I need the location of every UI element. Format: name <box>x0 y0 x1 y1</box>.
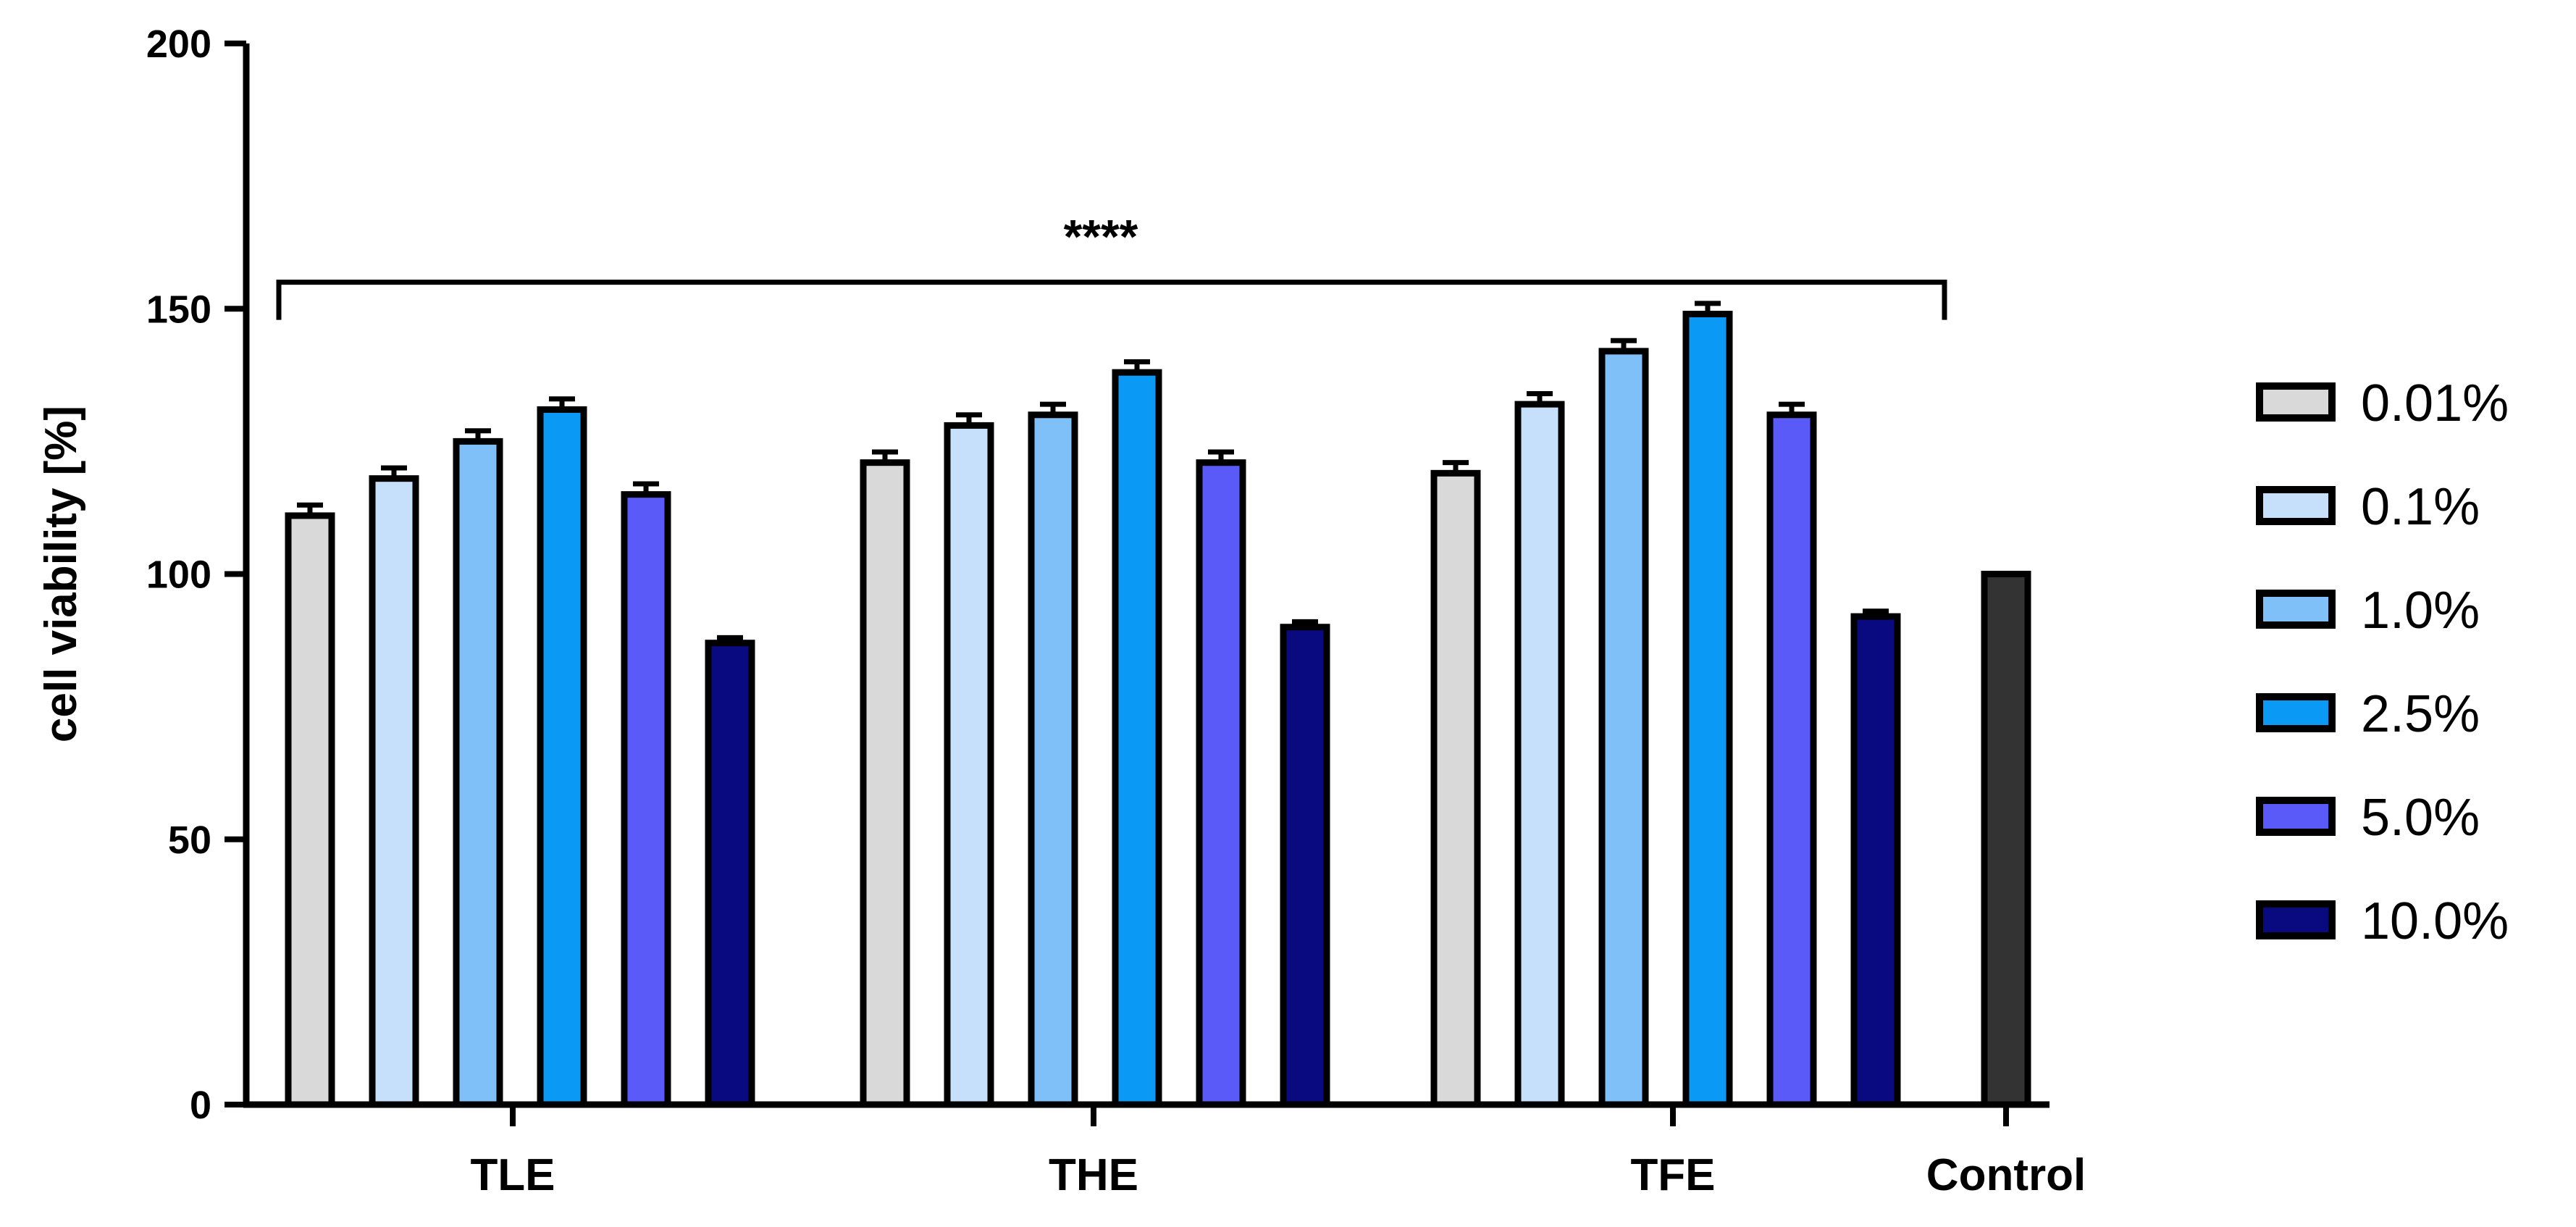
bar <box>1430 469 1481 1108</box>
legend-label: 2.5% <box>2361 685 2480 743</box>
x-category-label: THE <box>1049 1150 1138 1200</box>
bar <box>1196 459 1246 1108</box>
legend-swatch <box>2256 900 2336 939</box>
bar <box>621 491 671 1108</box>
bars <box>285 301 2031 1108</box>
bar <box>1514 401 1565 1108</box>
bar <box>944 422 994 1108</box>
bar <box>1028 411 1078 1108</box>
legend-label: 10.0% <box>2361 892 2509 950</box>
bar <box>1766 411 1817 1108</box>
bar <box>705 640 755 1108</box>
y-axis-title: cell viability [%] <box>36 406 86 742</box>
legend-swatch <box>2256 590 2336 629</box>
bar <box>285 512 335 1108</box>
bar <box>537 406 587 1108</box>
significance-bracket: **** <box>276 210 1947 320</box>
legend-label: 5.0% <box>2361 789 2480 847</box>
legend-label: 0.01% <box>2361 374 2509 432</box>
significance-label: **** <box>1064 210 1138 264</box>
y-tick-label: 50 <box>168 818 211 862</box>
bar <box>860 459 910 1108</box>
legend-label: 1.0% <box>2361 582 2480 640</box>
legend-swatch <box>2256 797 2336 836</box>
y-tick-label: 100 <box>146 553 211 597</box>
legend-swatch <box>2256 486 2336 525</box>
bar <box>1280 624 1330 1108</box>
legend-swatch <box>2256 693 2336 732</box>
legend: 0.01% 0.1% 1.0% 2.5% 5.0% 10.0% <box>2256 374 2509 950</box>
x-category-label: TFE <box>1630 1150 1715 1200</box>
x-category-label: TLE <box>470 1150 555 1200</box>
bar <box>1598 348 1649 1108</box>
bar <box>369 475 419 1108</box>
significance-line <box>276 280 1947 320</box>
control-bar <box>1981 571 2031 1108</box>
bar <box>1850 613 1901 1108</box>
legend-label: 0.1% <box>2361 478 2480 536</box>
legend-swatch <box>2256 382 2336 422</box>
y-tick-label: 150 <box>146 288 211 331</box>
bar <box>1682 311 1733 1108</box>
y-tick-label: 0 <box>190 1084 211 1127</box>
y-tick-label: 200 <box>146 22 211 66</box>
bar <box>453 437 503 1108</box>
x-category-label: Control <box>1926 1150 2086 1200</box>
bar <box>1112 369 1162 1108</box>
